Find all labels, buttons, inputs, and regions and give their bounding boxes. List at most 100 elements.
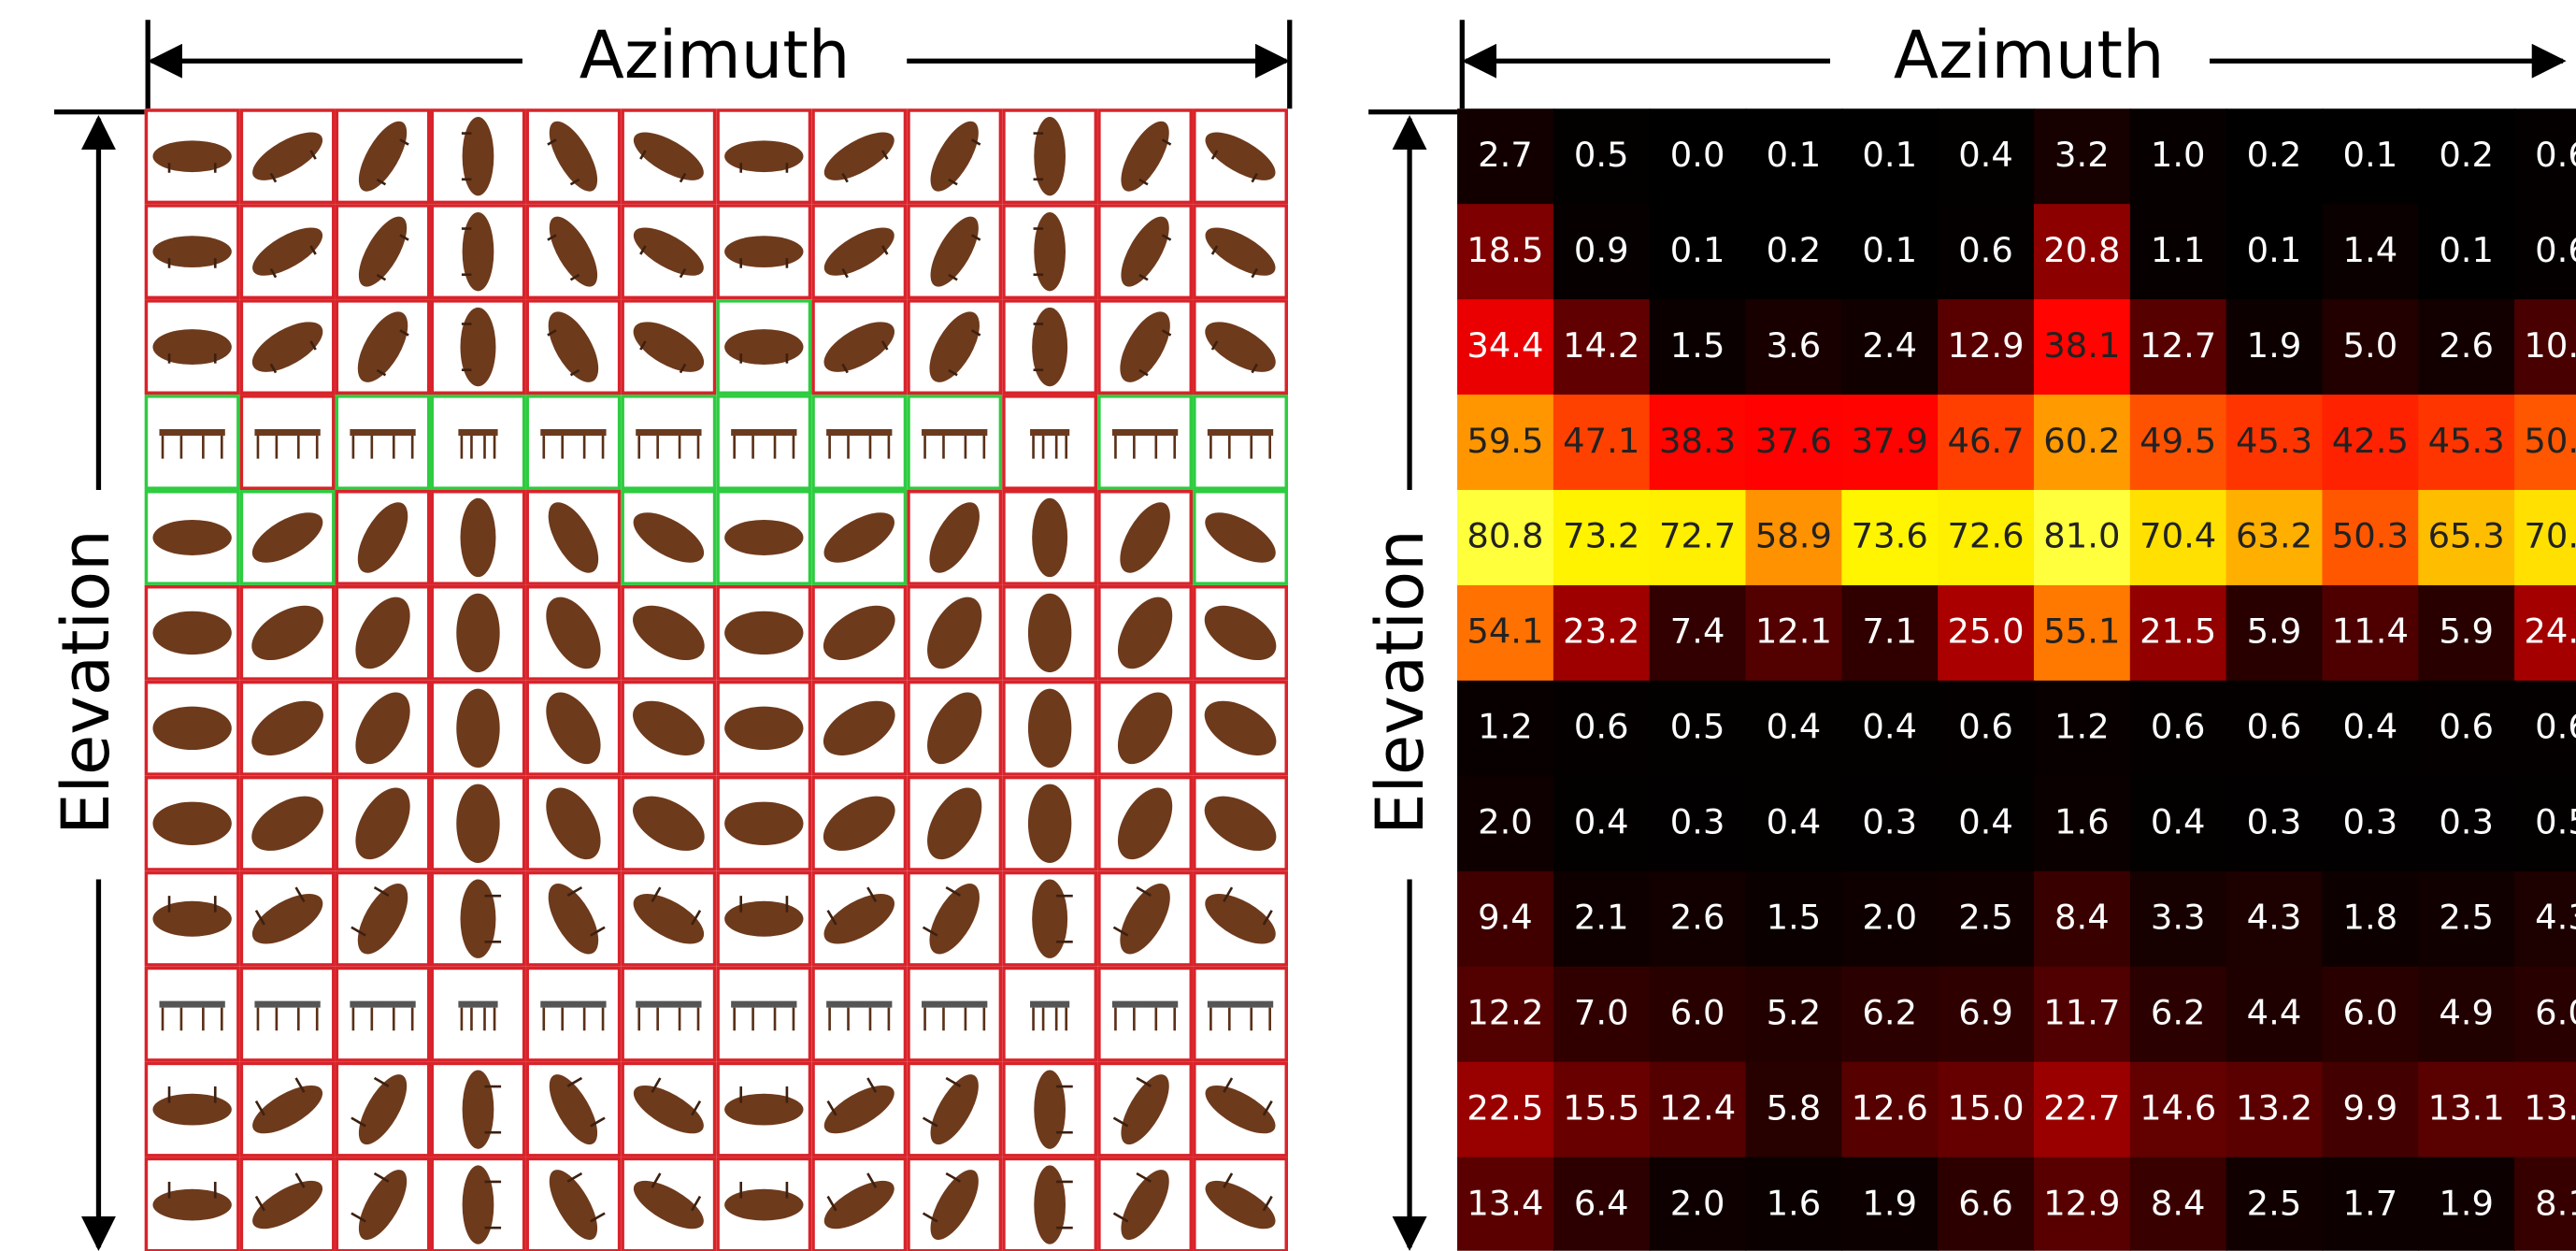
cell-label: 0.6: [2439, 707, 2494, 747]
thumbnail: [1002, 681, 1097, 776]
cell-label: 3.3: [2151, 897, 2206, 937]
thumbnail-bg: [336, 967, 431, 1062]
cell-label: 0.1: [2439, 230, 2494, 270]
table-top: [1028, 594, 1071, 672]
thumbnail: [907, 871, 1002, 967]
cell-label: 2.5: [2439, 897, 2494, 937]
table-top: [458, 1001, 497, 1008]
cell-label: 0.3: [2247, 802, 2302, 842]
cell-label: 2.7: [1478, 135, 1533, 175]
thumbnail: [1097, 204, 1193, 299]
cell-label: 2.0: [1862, 897, 1917, 937]
cell-label: 0.4: [1767, 707, 1822, 747]
table-top: [724, 140, 803, 172]
thumbnail: [1002, 1062, 1097, 1158]
thumbnail: [907, 681, 1002, 776]
thumbnail: [811, 776, 907, 871]
thumbnail: [1097, 871, 1193, 967]
thumbnail-bg: [240, 395, 336, 490]
thumbnail: [145, 204, 240, 299]
cell-label: 12.7: [2140, 325, 2216, 366]
thumbnail: [811, 585, 907, 681]
thumbnail-bg: [525, 967, 621, 1062]
table-top: [1030, 429, 1069, 436]
table-top: [1032, 308, 1067, 386]
cell-label: 14.6: [2140, 1087, 2216, 1128]
cell-label: 37.6: [1755, 421, 1832, 461]
cell-label: 7.1: [1862, 611, 1917, 652]
thumbnail: [240, 395, 336, 490]
thumbnail: [336, 204, 431, 299]
thumbnail: [621, 585, 716, 681]
cell-label: 0.3: [1862, 802, 1917, 842]
cell-label: 5.0: [2343, 325, 2398, 366]
thumbnail: [1193, 585, 1288, 681]
thumbnail: [716, 1158, 811, 1251]
cell-label: 9.4: [1478, 897, 1533, 937]
thumbnail: [336, 299, 431, 395]
cell-label: 2.5: [2247, 1183, 2302, 1223]
cell-label: 0.6: [1958, 230, 2013, 270]
thumbnail: [907, 299, 1002, 395]
thumbnail: [336, 967, 431, 1062]
thumbnail: [716, 204, 811, 299]
cell-label: 1.6: [2054, 802, 2110, 842]
cell-label: 54.1: [1467, 611, 1543, 652]
thumbnail: [1193, 871, 1288, 967]
thumbnail: [621, 1158, 716, 1251]
cell-label: 11.7: [2043, 992, 2120, 1032]
thumbnail: [525, 1062, 621, 1158]
cell-label: 70.4: [2140, 516, 2216, 556]
table-top: [458, 429, 497, 436]
thumbnail: [1002, 871, 1097, 967]
table-top: [1034, 1070, 1066, 1148]
thumbnail: [525, 204, 621, 299]
thumbnail: [336, 681, 431, 776]
cell-label: 8.4: [2151, 1183, 2206, 1223]
cell-label: 0.6: [2535, 707, 2576, 747]
cell-label: 46.7: [1947, 421, 2024, 461]
cell-label: 0.5: [1670, 707, 1725, 747]
cell-label: 24.2: [2524, 611, 2576, 652]
thumbnail: [240, 1062, 336, 1158]
table-top: [1028, 689, 1071, 768]
thumbnail: [431, 1158, 526, 1251]
cell-label: 2.5: [1958, 897, 2013, 937]
thumbnail: [431, 299, 526, 395]
table-top: [152, 901, 231, 937]
cell-label: 1.9: [2247, 325, 2302, 366]
table-top: [159, 1001, 224, 1008]
cell-label: 59.5: [1467, 421, 1543, 461]
thumbnail: [907, 108, 1002, 204]
thumbnail: [907, 776, 1002, 871]
cell-label: 34.4: [1467, 325, 1543, 366]
cell-label: 38.3: [1659, 421, 1736, 461]
thumbnail: [1097, 108, 1193, 204]
table-top: [152, 329, 231, 365]
cell-label: 0.1: [2247, 230, 2302, 270]
cell-label: 22.7: [2043, 1087, 2120, 1128]
table-top: [636, 1001, 701, 1008]
cell-label: 0.9: [1574, 230, 1629, 270]
thumbnail-bg: [240, 967, 336, 1062]
thumbnail: [145, 1062, 240, 1158]
thumbnail: [621, 490, 716, 585]
cell-label: 0.6: [1958, 707, 2013, 747]
cell-label: 2.0: [1670, 1183, 1725, 1223]
thumbnail: [907, 204, 1002, 299]
thumbnail: [907, 395, 1002, 490]
thumbnail: [145, 776, 240, 871]
cell-label: 6.0: [2343, 992, 2398, 1032]
cell-label: 6.0: [2535, 992, 2576, 1032]
thumbnail: [145, 585, 240, 681]
thumbnail: [1097, 776, 1193, 871]
thumbnail: [145, 967, 240, 1062]
cell-label: 20.8: [2043, 230, 2120, 270]
thumbnail: [240, 299, 336, 395]
cell-label: 50.3: [2332, 516, 2409, 556]
cell-label: 6.2: [2151, 992, 2206, 1032]
cell-label: 0.6: [2247, 707, 2302, 747]
thumbnail: [1002, 395, 1097, 490]
cell-label: 65.3: [2428, 516, 2505, 556]
table-top: [1030, 1001, 1069, 1008]
